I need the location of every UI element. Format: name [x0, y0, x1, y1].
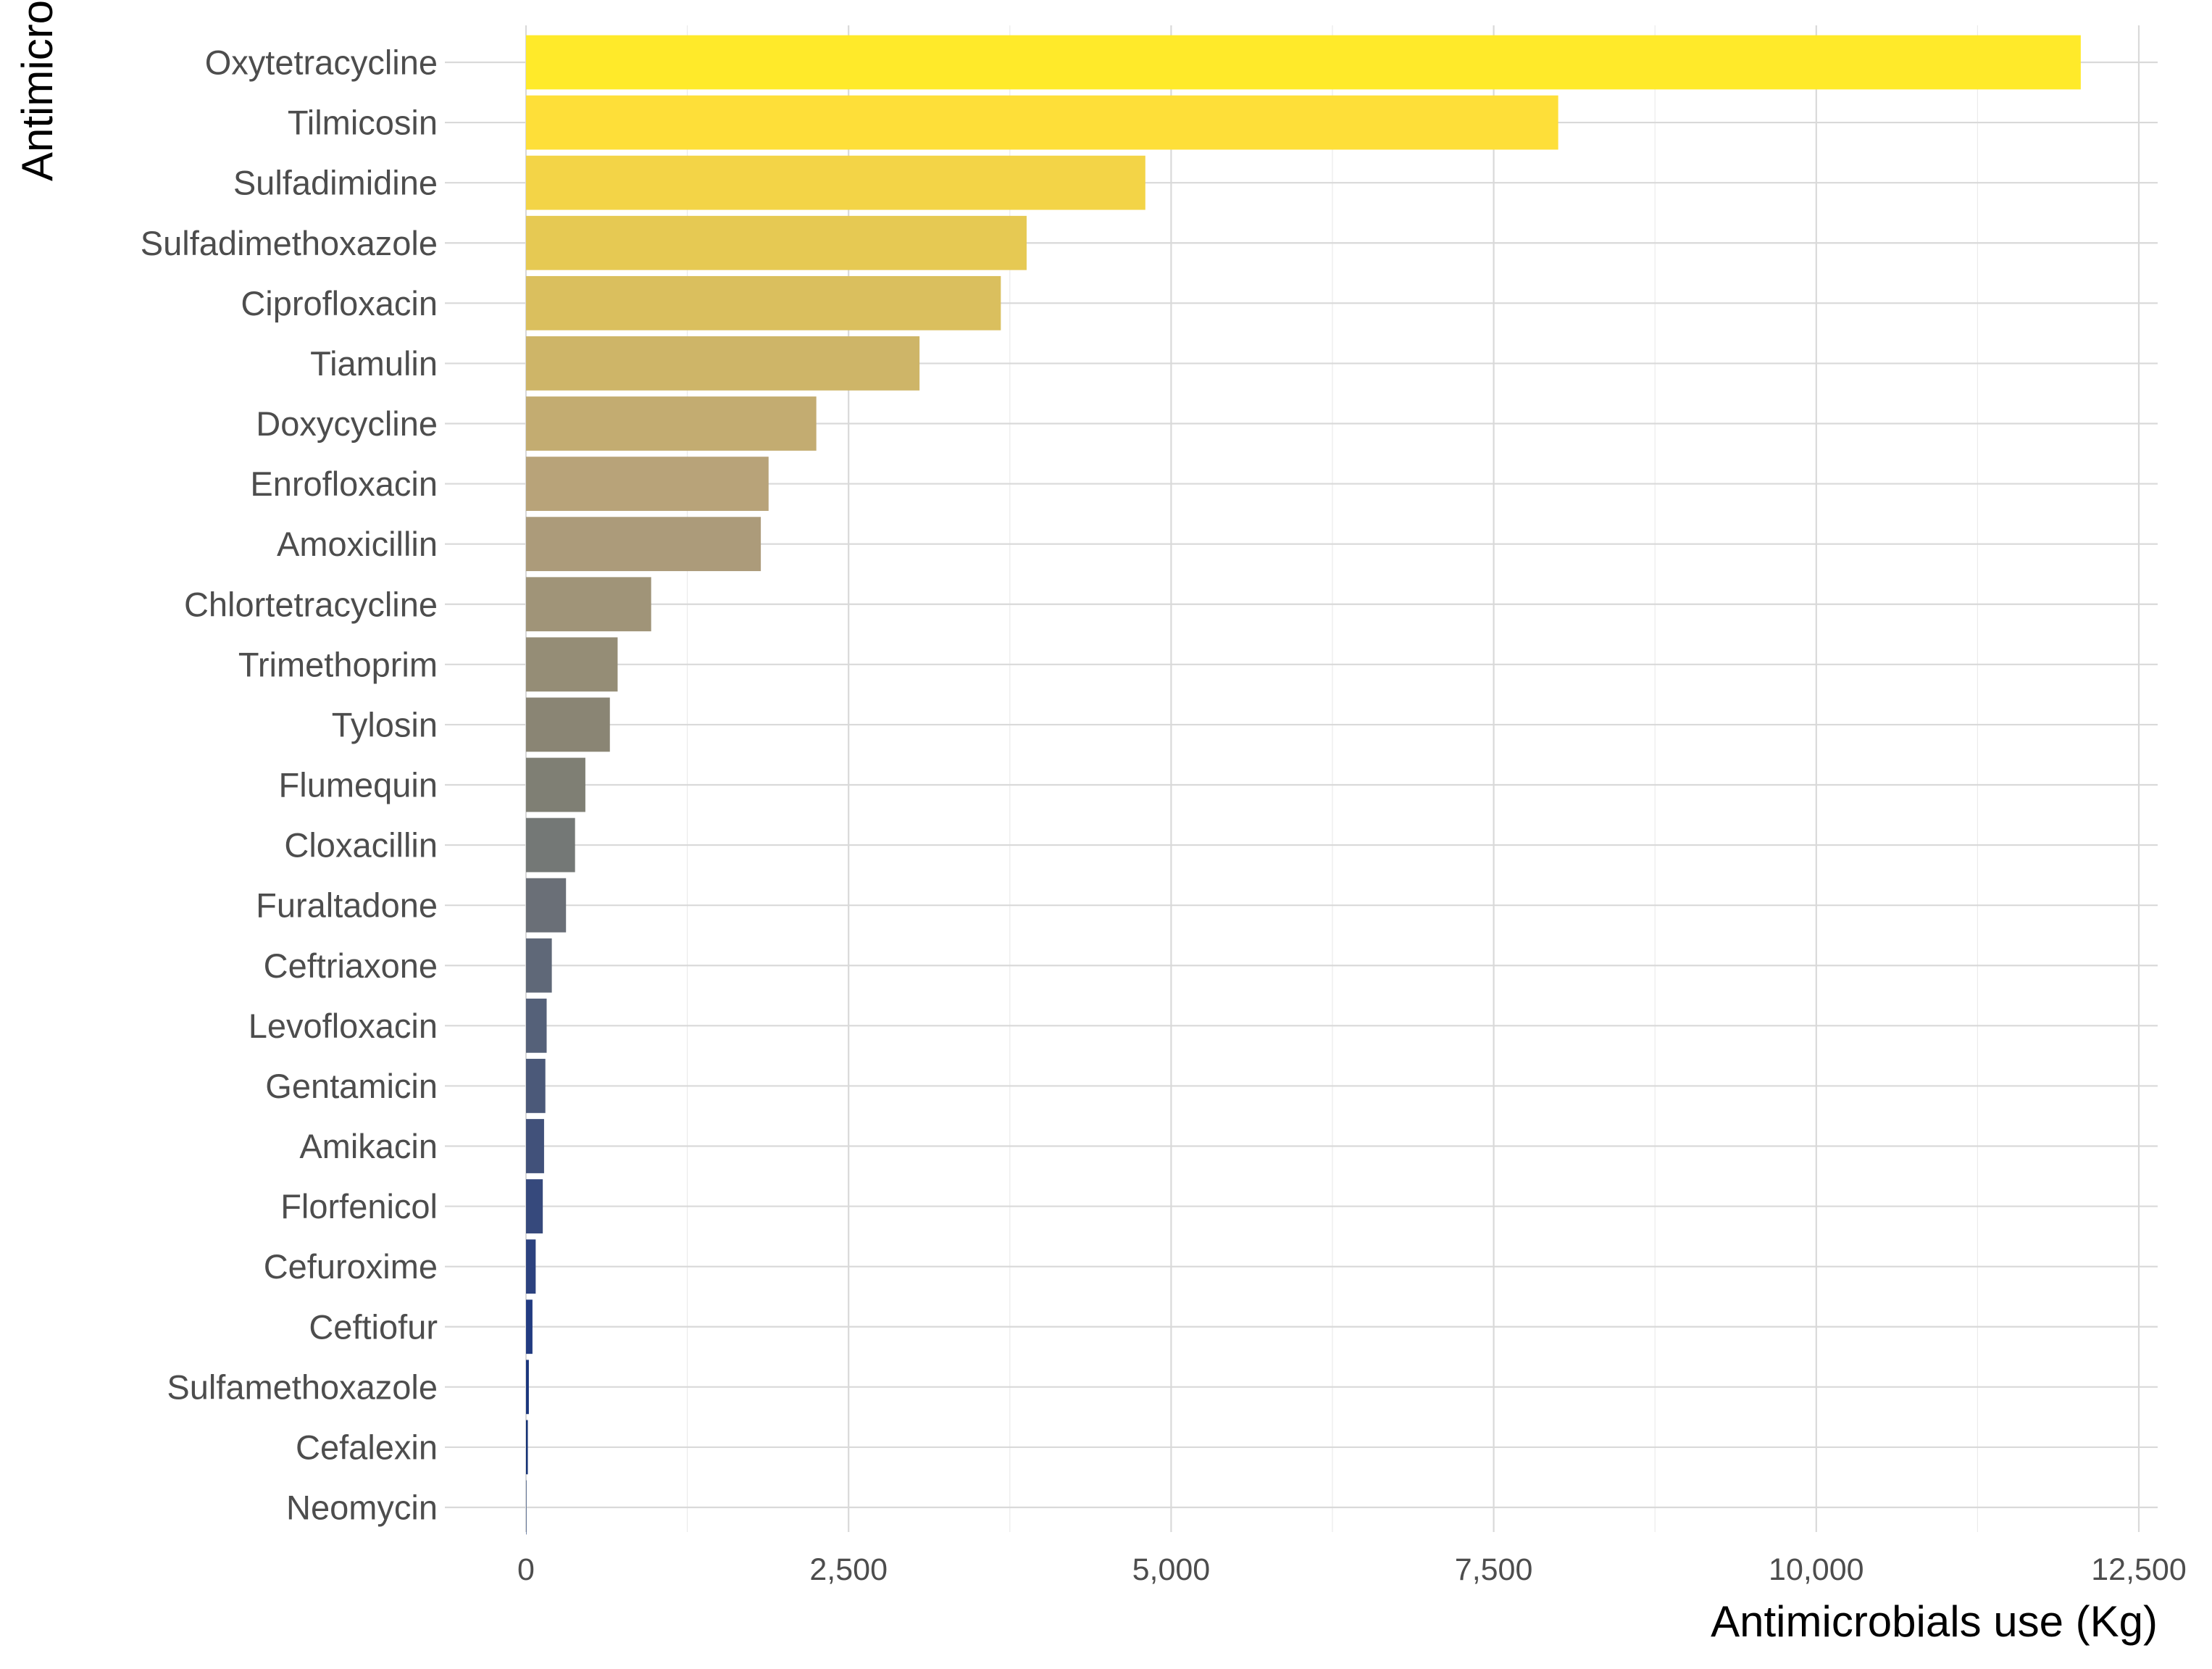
bar-cefalexin — [526, 1420, 528, 1475]
bar-doxycycline — [526, 396, 817, 451]
bar-oxytetracycline — [526, 35, 2081, 90]
x-tick-label: 7,500 — [1455, 1552, 1533, 1587]
bar-chlortetracycline — [526, 577, 651, 632]
category-label: Furaltadone — [256, 886, 438, 925]
category-label: Cloxacillin — [284, 826, 438, 865]
category-label: Oxytetracycline — [205, 43, 438, 82]
bar-cefuroxime — [526, 1239, 536, 1294]
bar-sulfadimidine — [526, 155, 1145, 210]
category-label: Gentamicin — [265, 1067, 438, 1105]
bar-neomycin — [526, 1480, 527, 1535]
bar-trimethoprim — [526, 637, 618, 692]
category-label: Amikacin — [299, 1127, 438, 1165]
bar-ciprofloxacin — [526, 275, 1001, 330]
category-label: Flumequin — [279, 766, 438, 804]
category-label: Tylosin — [332, 705, 438, 744]
category-label: Cefalexin — [296, 1428, 438, 1466]
bar-gentamicin — [526, 1059, 546, 1113]
bar-ceftriaxone — [526, 938, 552, 993]
bar-sulfamethoxazole — [526, 1360, 529, 1415]
bar-tilmicosin — [526, 95, 1558, 150]
category-label: Enrofloxacin — [250, 465, 438, 503]
bar-sulfadimethoxazole — [526, 215, 1027, 270]
category-label: Amoxicillin — [277, 525, 438, 563]
x-tick-label: 10,000 — [1769, 1552, 1864, 1587]
bar-cloxacillin — [526, 817, 575, 873]
category-label: Sulfadimidine — [233, 164, 438, 202]
category-label: Neomycin — [286, 1489, 438, 1527]
bar-enrofloxacin — [526, 457, 769, 511]
bar-amikacin — [526, 1119, 544, 1173]
bars — [526, 35, 2081, 1535]
category-label: Florfenicol — [280, 1187, 438, 1225]
bar-tiamulin — [526, 336, 920, 391]
category-label: Sulfadimethoxazole — [141, 224, 438, 262]
category-label: Ceftriaxone — [264, 946, 438, 985]
bar-flumequin — [526, 757, 585, 812]
category-label: Doxycycline — [256, 404, 438, 443]
bar-amoxicillin — [526, 517, 761, 572]
bar-ceftiofur — [526, 1299, 533, 1354]
category-label: Cefuroxime — [264, 1247, 438, 1286]
category-labels: Oxytetracycline Tilmicosin Sulfadimidine Su… — [141, 43, 438, 1527]
bar-furaltadone — [526, 878, 567, 933]
x-tick-label: 0 — [517, 1552, 535, 1587]
category-label: Tiamulin — [310, 344, 438, 383]
category-label: Ciprofloxacin — [241, 284, 438, 322]
x-tick-label: 5,000 — [1132, 1552, 1211, 1587]
category-label: Levofloxacin — [249, 1007, 438, 1045]
x-axis-title: Antimicrobials use (Kg) — [1711, 1597, 2158, 1646]
category-label: Trimethoprim — [238, 645, 438, 683]
x-tick-labels: 0 2,500 5,000 7,500 10,000 12,500 — [517, 1552, 2187, 1587]
category-label: Tilmicosin — [288, 104, 438, 142]
x-tick-label: 2,500 — [809, 1552, 888, 1587]
category-label: Sulfamethoxazole — [167, 1368, 438, 1406]
bar-levofloxacin — [526, 998, 547, 1053]
bar-tylosin — [526, 697, 610, 752]
bar-florfenicol — [526, 1179, 543, 1233]
y-axis-title: Antimicrobials — [13, 0, 62, 181]
x-tick-label: 12,500 — [2091, 1552, 2187, 1587]
category-label: Chlortetracycline — [184, 585, 438, 623]
category-label: Ceftiofur — [309, 1307, 438, 1346]
